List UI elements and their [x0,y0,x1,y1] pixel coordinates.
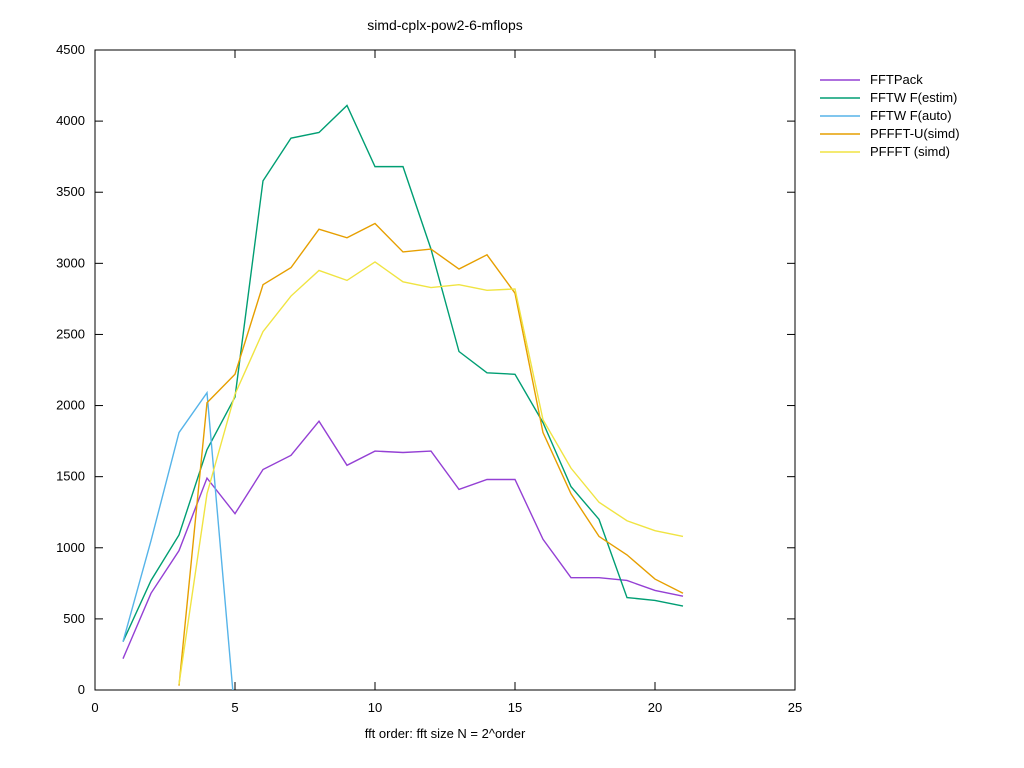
y-tick-label: 3500 [56,184,85,199]
y-tick-label: 1500 [56,469,85,484]
legend-label: FFTPack [870,72,923,87]
y-tick-label: 1000 [56,540,85,555]
x-tick-label: 20 [648,700,662,715]
x-tick-label: 25 [788,700,802,715]
line-chart: 0 5 10 15 20 25 0 500 1000 1500 2000 2500 3000 3500 40… [0,0,1024,768]
legend-label: FFTW F(auto) [870,108,952,123]
x-axis-label: fft order: fft size N = 2^order [365,726,526,741]
chart-title: simd-cplx-pow2-6-mflops [367,17,523,33]
y-tick-label: 2000 [56,398,85,413]
x-tick-label: 0 [91,700,98,715]
x-tick-label: 10 [368,700,382,715]
y-tick-label: 4500 [56,42,85,57]
x-tick-label: 15 [508,700,522,715]
y-tick-label: 4000 [56,113,85,128]
legend-label: FFTW F(estim) [870,90,957,105]
y-tick-label: 2500 [56,326,85,341]
y-tick-label: 3000 [56,255,85,270]
legend-label: PFFFT-U(simd) [870,126,960,141]
x-tick-label: 5 [231,700,238,715]
y-tick-label: 500 [63,611,85,626]
legend-label: PFFFT (simd) [870,144,950,159]
y-tick-label: 0 [78,682,85,697]
